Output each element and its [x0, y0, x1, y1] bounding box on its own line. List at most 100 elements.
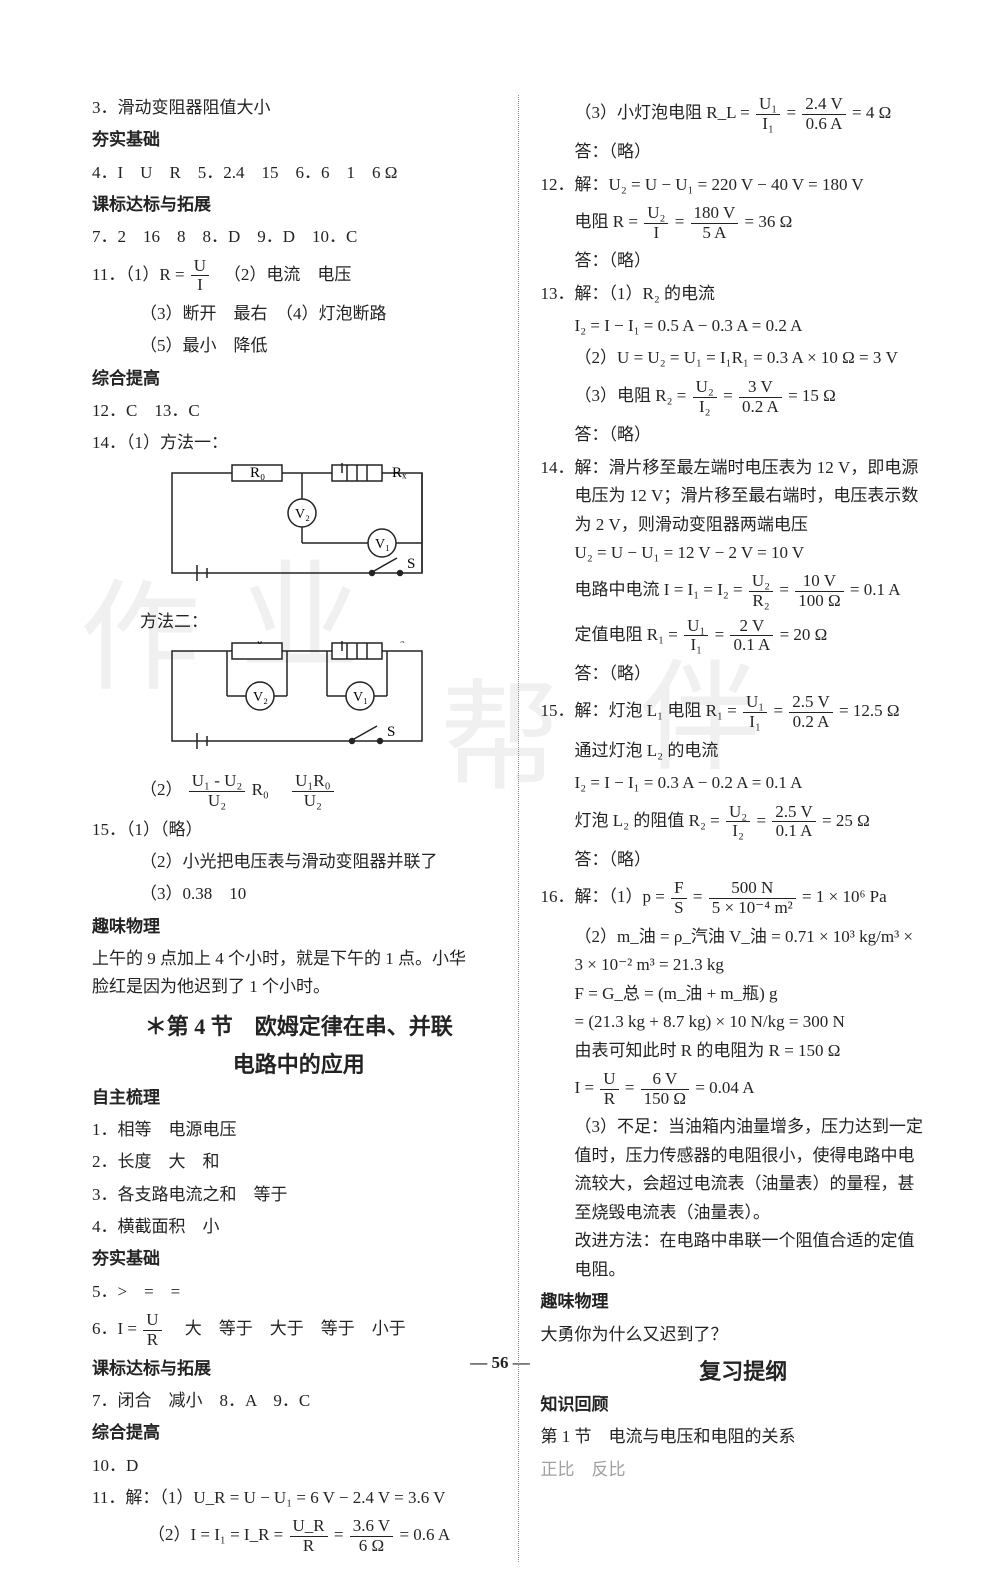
frac-den: 5 × 10⁻⁴ m² — [709, 899, 796, 918]
fraction: U₂R₂ — [749, 572, 773, 610]
circuit-diagram-2: R₀ Rₓ V₂ V₁ S — [152, 641, 506, 766]
frac-den: R — [290, 1537, 328, 1556]
heading: 夯实基础 — [92, 1246, 506, 1272]
frac-num: 2.5 V — [789, 693, 832, 713]
text-line: 7．闭合 减小 8．A 9．C — [92, 1388, 506, 1414]
frac-den: I — [191, 276, 209, 295]
text-line: 16．解：（1）p = FS = 500 N5 × 10⁻⁴ m² = 1 × … — [541, 879, 946, 917]
text-line: 1．相等 电源电压 — [92, 1117, 506, 1143]
text-line: （2）小光把电压表与滑动变阻器并联了 — [92, 849, 506, 875]
circuit-diagram-1: R₀ Rₓ V₂ V₁ S — [152, 463, 506, 603]
section-subtitle: 电路中的应用 — [92, 1047, 506, 1079]
frac-num: U_R — [290, 1517, 328, 1537]
text-line: 3．滑动变阻器阻值大小 — [92, 95, 506, 121]
text: 11．（1）R = — [92, 265, 185, 284]
frac-den: I₂ — [726, 822, 750, 841]
text-line: 14．（1）方法一： — [92, 430, 506, 456]
text-line: 4．I U R 5．2.4 15 6．6 1 6 Ω — [92, 160, 506, 186]
frac-num: 500 N — [709, 879, 796, 899]
text: 电路中电流 I = I₁ = I₂ = — [575, 580, 747, 599]
frac-num: U₁ — [756, 95, 780, 115]
frac-num: U₁ - U₂ — [189, 772, 246, 792]
text-line: 12．解：U₂ = U − U₁ = 220 V − 40 V = 180 V — [541, 172, 946, 198]
text: = 1 × 10⁶ Pa — [802, 887, 887, 906]
fraction: UI — [191, 257, 209, 295]
text-line: 电路中电流 I = I₁ = I₂ = U₂R₂ = 10 V100 Ω = 0… — [541, 572, 946, 610]
text-line: F = G_总 = (m_油 + m_瓶) g — [541, 981, 946, 1007]
text: = — [334, 1525, 348, 1544]
text-line: （3）0.38 10 — [92, 881, 506, 907]
text-line: 3 × 10⁻² m³ = 21.3 kg — [541, 952, 946, 978]
text-line: （3）断开 最右 （4）灯泡断路 — [92, 301, 506, 327]
right-column: （3）小灯泡电阻 R_L = U₁I₁ = 2.4 V0.6 A = 4 Ω 答… — [518, 95, 958, 1562]
frac-den: I₁ — [756, 115, 780, 134]
frac-num: 2 V — [730, 617, 773, 637]
text-line: 电阻 R = U₂I = 180 V5 A = 36 Ω — [541, 204, 946, 242]
frac-num: U₂ — [749, 572, 773, 592]
text-line: 第 1 节 电流与电压和电阻的关系 — [541, 1424, 946, 1450]
frac-num: U₂ — [644, 204, 668, 224]
text-line: 3．各支路电流之和 等于 — [92, 1182, 506, 1208]
fraction: 6 V150 Ω — [641, 1070, 689, 1108]
fraction: 2.5 V0.1 A — [772, 803, 815, 841]
frac-num: 2.4 V — [802, 95, 845, 115]
text: = 15 Ω — [788, 386, 836, 405]
review-title: 复习提纲 — [541, 1354, 946, 1386]
fraction: U₁R₀U₂ — [292, 772, 333, 810]
text: = 0.1 A — [850, 580, 901, 599]
label: V₂ — [295, 507, 310, 522]
frac-den: R — [600, 1090, 618, 1109]
fraction: U₂I₂ — [693, 378, 717, 416]
text: = 25 Ω — [822, 811, 870, 830]
frac-num: 3 V — [739, 378, 782, 398]
text: （2） — [140, 780, 183, 799]
text: （3）小灯泡电阻 R_L = — [575, 103, 750, 122]
text-line: 14．解：滑片移至最左端时电压表为 12 V，即电源 — [541, 455, 946, 481]
frac-num: 2.5 V — [772, 803, 815, 823]
heading: 趣味物理 — [541, 1289, 946, 1315]
text-line: 为 2 V，则滑动变阻器两端电压 — [541, 512, 946, 538]
text-line: 7．2 16 8 8．D 9．D 10．C — [92, 224, 506, 250]
text-line: U₂ = U − U₁ = 12 V − 2 V = 10 V — [541, 540, 946, 566]
frac-den: 150 Ω — [641, 1090, 689, 1109]
text: = — [756, 811, 770, 830]
text-line: 答：（略） — [541, 661, 946, 687]
section-title: ＊第 4 节 欧姆定律在串、并联 — [92, 1009, 506, 1041]
text: = 12.5 Ω — [839, 702, 899, 721]
text-line: 10．D — [92, 1453, 506, 1479]
frac-den: S — [671, 899, 686, 918]
frac-den: I₂ — [693, 398, 717, 417]
text: = — [675, 212, 689, 231]
frac-den: U₂ — [189, 792, 246, 811]
text-line: 流较大，会超过电流表（油量表）的量程，甚 — [541, 1171, 946, 1197]
frac-num: U₂ — [726, 803, 750, 823]
text-line: 11．（1）R = UI （2）电流 电压 — [92, 257, 506, 295]
label: R₀ — [250, 465, 265, 481]
text-line: 12．C 13．C — [92, 398, 506, 424]
heading: 课标达标与拓展 — [92, 1356, 506, 1382]
fraction: U₂I — [644, 204, 668, 242]
fraction: U₁I₁ — [756, 95, 780, 133]
frac-num: U₁ — [743, 693, 767, 713]
fraction: UR — [600, 1070, 618, 1108]
text: 大 等于 大于 等于 小于 — [168, 1319, 406, 1338]
label: Rₓ — [392, 465, 407, 481]
text-line: 正比 反比 — [541, 1457, 946, 1483]
text: = — [786, 103, 800, 122]
text-line: （2） U₁ - U₂U₂ R₀ U₁R₀U₂ — [92, 772, 506, 810]
fraction: 180 V5 A — [691, 204, 739, 242]
frac-den: 100 Ω — [795, 592, 843, 611]
text-line: 答：（略） — [541, 139, 946, 165]
label: S — [407, 556, 415, 572]
frac-den: 0.6 A — [802, 115, 845, 134]
text: 6．I = — [92, 1319, 137, 1338]
text-line: 答：（略） — [541, 847, 946, 873]
fraction: 10 V100 Ω — [795, 572, 843, 610]
frac-den: I₁ — [743, 713, 767, 732]
text-line: 电压为 12 V；滑片移至最右端时，电压表示数 — [541, 483, 946, 509]
text-line: 15．解：灯泡 L₁ 电阻 R₁ = U₁I₁ = 2.5 V0.2 A = 1… — [541, 693, 946, 731]
text: = 0.6 A — [399, 1525, 450, 1544]
frac-num: U — [143, 1311, 161, 1331]
text-line: （2）U = U₂ = U₁ = I₁R₁ = 0.3 A × 10 Ω = 3… — [541, 345, 946, 371]
left-column: 3．滑动变阻器阻值大小 夯实基础 4．I U R 5．2.4 15 6．6 1 … — [80, 95, 518, 1562]
